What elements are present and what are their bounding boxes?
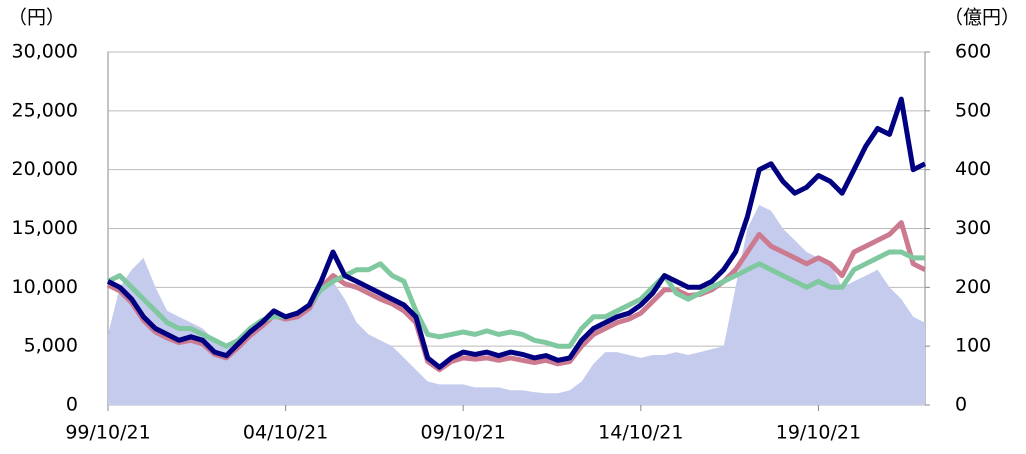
y-tick-label: 5,000 (24, 335, 78, 357)
area (108, 205, 925, 405)
y2-tick-label: 300 (955, 217, 991, 239)
x-tick-label: 04/10/21 (243, 422, 328, 444)
line (106, 96, 927, 370)
y-tick-label: 30,000 (12, 41, 78, 63)
y-tick-label: 20,000 (12, 158, 78, 180)
y-tick-label: 0 (66, 394, 78, 416)
y2-tick-label: 0 (955, 394, 967, 416)
y2-tick-label: 600 (955, 41, 991, 63)
y2-tick-label: 100 (955, 335, 991, 357)
y2-tick-label: 200 (955, 276, 991, 298)
y2-tick-label: 400 (955, 158, 991, 180)
x-tick-label: 19/10/21 (776, 422, 861, 444)
y-tick-label: 10,000 (12, 276, 78, 298)
y-axis-label: （円） (8, 7, 65, 29)
line (106, 220, 927, 373)
y-tick-label: 15,000 (12, 217, 78, 239)
y-tick-label: 25,000 (12, 99, 78, 121)
y2-tick-label: 500 (955, 99, 991, 121)
y2-axis-label: （億円） (944, 7, 1020, 29)
x-tick-label: 09/10/21 (421, 422, 506, 444)
x-tick-label: 14/10/21 (598, 422, 683, 444)
x-tick-label: 99/10/21 (65, 422, 150, 444)
